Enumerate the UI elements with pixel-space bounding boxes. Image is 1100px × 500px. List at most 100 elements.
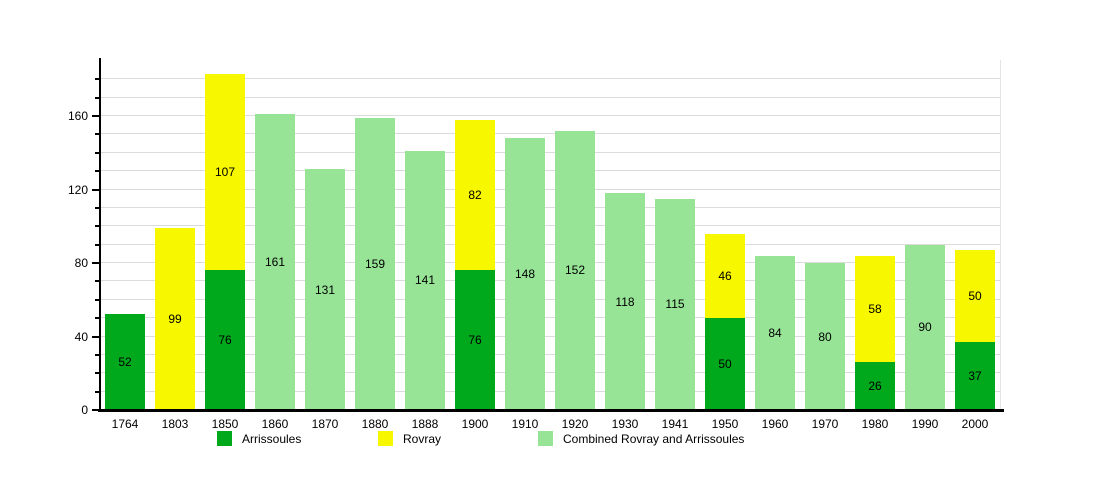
y-minor-tick-mark	[95, 170, 100, 173]
legend-label-arrissoules: Arrissoules	[242, 431, 302, 446]
gridline	[100, 151, 1000, 153]
y-minor-tick-mark	[95, 390, 100, 393]
y-minor-tick-mark	[95, 206, 100, 209]
bar-value-label: 107	[214, 165, 236, 180]
bar-1900: 76 82	[455, 119, 495, 410]
bar-1970: 80	[805, 263, 845, 410]
x-tick-label-1860: 1860	[261, 417, 289, 431]
y-minor-tick-mark	[95, 96, 100, 99]
bar-segment-combined-rovray-and-arrissoules-1960: 84	[755, 255, 795, 410]
legend: Arrissoules Rovray Combined Rovray and Arr…	[0, 431, 1100, 451]
y-minor-tick-mark	[95, 133, 100, 136]
bar-value-label: 159	[364, 256, 386, 271]
bar-segment-combined-rovray-and-arrissoules-1860: 161	[255, 114, 295, 410]
bar-1941: 115	[655, 198, 695, 410]
bar-segment-rovray-1950: 46	[705, 233, 745, 319]
bar-segment-combined-rovray-and-arrissoules-1870: 131	[305, 169, 345, 410]
gridline	[100, 115, 1000, 116]
bar-1803: 99	[155, 228, 195, 410]
legend-swatch-arrissoules	[217, 431, 232, 446]
x-tick-label-1980: 1980	[861, 417, 889, 431]
bar-value-label: 90	[918, 320, 932, 335]
y-tick-mark-160	[92, 115, 100, 117]
legend-label-rovray: Rovray	[403, 431, 442, 446]
bar-value-label: 115	[665, 297, 685, 312]
y-minor-tick-mark	[95, 353, 100, 356]
gridline	[100, 298, 1000, 300]
bar-segment-combined-rovray-and-arrissoules-1910: 148	[505, 138, 545, 410]
legend-swatch-rovray	[378, 431, 393, 446]
bar-value-label: 152	[564, 263, 586, 278]
bar-segment-combined-rovray-and-arrissoules-1990: 90	[905, 244, 945, 410]
bar-1870: 131	[305, 169, 345, 410]
bar-segment-rovray-1803: 99	[155, 228, 195, 410]
y-axis-line	[99, 58, 101, 411]
bar-segment-rovray-1850: 107	[205, 73, 245, 271]
gridline	[100, 335, 1000, 337]
y-minor-tick-mark	[95, 225, 100, 228]
gridline	[100, 317, 1000, 319]
gridline	[100, 206, 1000, 208]
bar-segment-combined-rovray-and-arrissoules-1941: 115	[655, 198, 695, 410]
x-tick-label-1990: 1990	[911, 417, 939, 431]
x-tick-label-1880: 1880	[361, 417, 389, 431]
bar-value-label: 46	[718, 268, 732, 283]
bar-value-label: 141	[414, 273, 436, 288]
bar-segment-arrissoules-1950: 50	[705, 318, 745, 410]
bar-segment-combined-rovray-and-arrissoules-1970: 80	[805, 263, 845, 410]
y-tick-mark-0	[92, 409, 100, 411]
gridline	[100, 96, 1000, 98]
y-tick-mark-120	[92, 188, 100, 191]
legend-item-arrissoules: Arrissoules	[217, 431, 301, 446]
y-minor-tick-mark	[95, 78, 100, 81]
x-tick-label-2000: 2000	[961, 417, 989, 431]
bar-1930: 118	[605, 193, 645, 410]
bar-segment-arrissoules-1764: 52	[105, 314, 145, 410]
x-tick-label-1850: 1850	[211, 417, 239, 431]
y-minor-tick-mark	[95, 298, 100, 301]
x-tick-label-1930: 1930	[611, 417, 639, 431]
legend-item-rovray: Rovray	[378, 431, 441, 446]
x-tick-label-1960: 1960	[761, 417, 789, 431]
bar-2000: 37 50	[955, 250, 995, 410]
bar-value-label: 50	[968, 289, 982, 304]
gridline	[100, 353, 1000, 355]
bar-value-label: 37	[968, 369, 982, 383]
y-minor-tick-mark	[95, 243, 100, 246]
bar-value-label: 80	[818, 329, 832, 344]
x-axis-line	[98, 409, 1004, 412]
bar-1960: 84	[755, 255, 795, 410]
bar-segment-combined-rovray-and-arrissoules-1888: 141	[405, 150, 445, 410]
bar-value-label: 58	[868, 301, 882, 316]
gridline	[100, 170, 1000, 172]
x-tick-label-1941: 1941	[661, 417, 689, 431]
legend-label-combined-rovray-and-arrissoules: Combined Rovray and Arrissoules	[563, 431, 745, 446]
gridline	[100, 372, 1000, 374]
bar-segment-arrissoules-1900: 76	[455, 270, 495, 410]
bar-1990: 90	[905, 244, 945, 410]
plot-right-edge	[1000, 60, 1001, 410]
y-tick-mark-40	[92, 335, 100, 338]
gridline	[100, 188, 1000, 190]
y-tick-label-80: 80	[74, 256, 88, 270]
x-tick-label-1970: 1970	[811, 417, 839, 431]
legend-swatch-combined-rovray-and-arrissoules	[538, 431, 553, 446]
x-tick-label-1950: 1950	[711, 417, 739, 431]
gridline	[100, 133, 1000, 135]
gridline	[100, 243, 1000, 245]
gridline	[100, 280, 1000, 282]
y-tick-label-160: 160	[67, 109, 88, 123]
gridline	[100, 390, 1000, 392]
plot-area: 52 99 76 107 161 131 159 141 76 82 148 152 118 115 50 4…	[100, 60, 1001, 410]
bar-segment-rovray-2000: 50	[955, 250, 995, 343]
bar-value-label: 76	[468, 333, 482, 348]
bar-value-label: 131	[314, 282, 336, 297]
y-tick-label-120: 120	[67, 182, 88, 197]
bar-1920: 152	[555, 130, 595, 410]
bar-segment-combined-rovray-and-arrissoules-1930: 118	[605, 193, 645, 410]
bar-segment-rovray-1900: 82	[455, 119, 495, 271]
y-minor-tick-mark	[95, 317, 100, 320]
bar-value-label: 118	[615, 294, 635, 309]
y-minor-tick-mark	[95, 151, 100, 154]
